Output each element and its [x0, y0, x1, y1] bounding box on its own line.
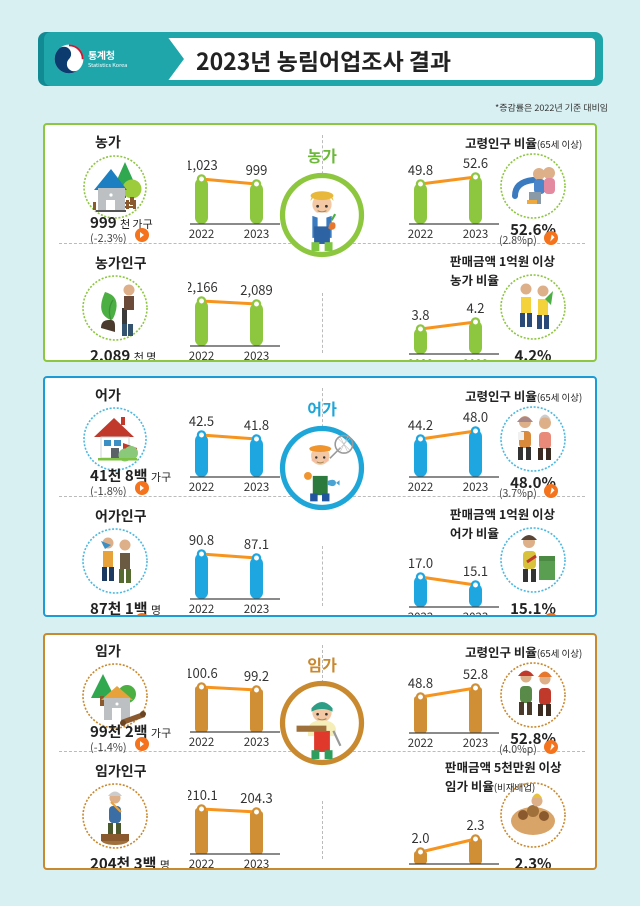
svg-text:2022: 2022: [189, 734, 215, 750]
svg-text:2,166: 2,166: [188, 277, 218, 296]
svg-text:2023: 2023: [463, 226, 489, 242]
svg-text:17.0: 17.0: [408, 553, 433, 572]
svg-text:2023: 2023: [463, 356, 489, 362]
svg-text:2.3: 2.3: [466, 815, 484, 834]
svg-text:2023: 2023: [244, 479, 270, 495]
svg-text:210.1: 210.1: [188, 785, 218, 804]
svg-text:49.8: 49.8: [408, 160, 433, 179]
svg-text:2023: 2023: [463, 735, 489, 751]
svg-text:2023: 2023: [244, 856, 270, 870]
svg-text:2022: 2022: [408, 609, 434, 617]
svg-text:1,023: 1,023: [188, 155, 218, 174]
svg-text:87.1: 87.1: [244, 534, 269, 553]
svg-text:999: 999: [246, 160, 268, 179]
svg-text:2022: 2022: [408, 866, 434, 870]
svg-text:41.8: 41.8: [244, 415, 269, 434]
svg-text:2022: 2022: [408, 356, 434, 362]
svg-text:44.2: 44.2: [408, 415, 433, 434]
svg-text:4.2: 4.2: [466, 298, 484, 317]
svg-text:2023: 2023: [244, 348, 270, 362]
svg-text:52.6: 52.6: [463, 153, 488, 172]
svg-text:2022: 2022: [189, 601, 215, 617]
svg-text:3.8: 3.8: [411, 305, 429, 324]
svg-text:2023: 2023: [463, 609, 489, 617]
svg-text:15.1: 15.1: [463, 561, 488, 580]
svg-text:2023: 2023: [244, 734, 270, 750]
svg-text:42.5: 42.5: [189, 411, 214, 430]
svg-text:2023: 2023: [244, 226, 270, 242]
svg-text:99.2: 99.2: [244, 666, 269, 685]
svg-text:2022: 2022: [189, 226, 215, 242]
svg-text:90.8: 90.8: [189, 530, 214, 549]
svg-text:204.3: 204.3: [240, 788, 272, 807]
svg-text:100.6: 100.6: [188, 663, 218, 682]
svg-text:48.8: 48.8: [408, 673, 433, 692]
svg-text:2022: 2022: [189, 479, 215, 495]
svg-text:2022: 2022: [189, 856, 215, 870]
svg-text:2022: 2022: [189, 348, 215, 362]
svg-text:2022: 2022: [408, 226, 434, 242]
svg-text:2023: 2023: [463, 866, 489, 870]
svg-text:2023: 2023: [463, 479, 489, 495]
svg-text:2022: 2022: [408, 479, 434, 495]
svg-text:2,089: 2,089: [240, 280, 272, 299]
svg-text:52.8: 52.8: [463, 664, 488, 683]
svg-text:2022: 2022: [408, 735, 434, 751]
svg-text:2023: 2023: [244, 601, 270, 617]
svg-text:2.0: 2.0: [411, 828, 429, 847]
svg-text:48.0: 48.0: [463, 407, 488, 426]
